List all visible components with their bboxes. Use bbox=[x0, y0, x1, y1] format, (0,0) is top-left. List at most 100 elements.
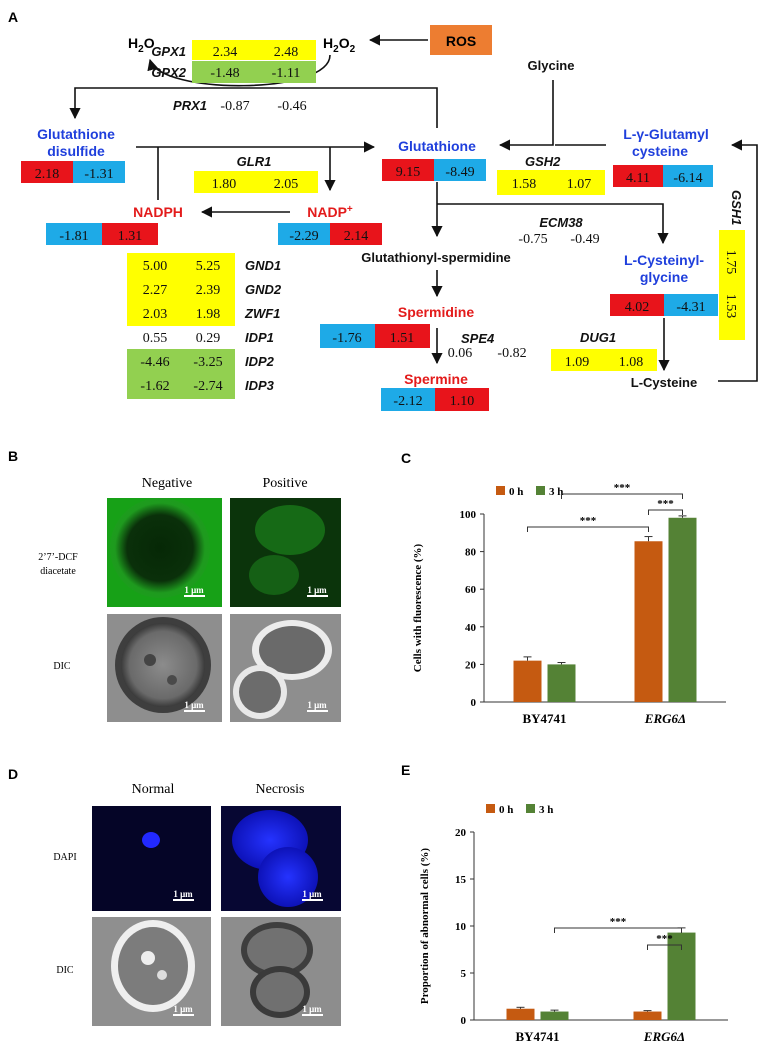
y-tick-label: 60 bbox=[465, 584, 477, 596]
x-tick-label: BY4741 bbox=[515, 1029, 559, 1044]
chart-c: 0 20 40 60 80 100 Cells with fluorescence (%) B… bbox=[412, 482, 726, 726]
y-axis-label: Proportion of abnormal cells (%) bbox=[419, 848, 431, 1005]
y-tick-label: 40 bbox=[465, 622, 477, 634]
gpx1-box bbox=[192, 40, 316, 60]
bar bbox=[634, 541, 663, 702]
col-positive-label: Positive bbox=[262, 476, 307, 491]
cysteine-label: L-Cysteine bbox=[631, 375, 697, 390]
bar bbox=[668, 517, 697, 702]
scale-bar-label: 1 μm bbox=[302, 1004, 322, 1014]
h2o-label: H2O bbox=[128, 35, 155, 55]
nadp-label: NADP+ bbox=[307, 204, 353, 220]
y-tick-label: 80 bbox=[465, 547, 477, 559]
nadp-v1: -2.29 bbox=[289, 229, 318, 244]
idp3-gene: IDP3 bbox=[245, 378, 275, 393]
glucys-v1: 4.11 bbox=[626, 171, 650, 186]
gnd1-gene: GND1 bbox=[245, 258, 281, 273]
gnd2-v2: 2.39 bbox=[196, 283, 221, 298]
legend-swatch bbox=[486, 804, 495, 813]
gpx1-v1: 2.34 bbox=[213, 45, 238, 60]
legend-label: 3 h bbox=[539, 804, 553, 816]
prx1-gene: PRX1 bbox=[173, 98, 207, 113]
idp1-v1: 0.55 bbox=[143, 331, 168, 346]
zwf1-gene: ZWF1 bbox=[244, 306, 280, 321]
panel-e-label: E bbox=[401, 762, 410, 778]
row-dic-label: DIC bbox=[53, 661, 71, 672]
significance-stars: *** bbox=[580, 515, 597, 527]
gsh2-gene: GSH2 bbox=[525, 154, 561, 169]
dug1-v1: 1.09 bbox=[565, 355, 590, 370]
gnd1-v2: 5.25 bbox=[196, 259, 221, 274]
col-normal-label: Normal bbox=[132, 782, 175, 797]
gsh2-v2: 1.07 bbox=[567, 177, 592, 192]
idp1-gene: IDP1 bbox=[245, 330, 274, 345]
idp3-v2: -2.74 bbox=[193, 379, 222, 394]
gsh1-v2: 1.53 bbox=[723, 294, 738, 319]
glr1-gene: GLR1 bbox=[237, 154, 272, 169]
glr1-v1: 1.80 bbox=[212, 177, 237, 192]
micrograph-dapi-normal: 1 μm bbox=[92, 806, 211, 911]
legend-swatch bbox=[496, 486, 505, 495]
y-tick-label: 100 bbox=[460, 509, 477, 521]
scale-bar-label: 1 μm bbox=[184, 700, 204, 710]
bar bbox=[633, 1011, 662, 1020]
micrograph-dic-negative: 1 μm bbox=[107, 614, 222, 722]
idp3-v1: -1.62 bbox=[140, 379, 169, 394]
glucys-v2: -6.14 bbox=[673, 171, 702, 186]
gpx1-gene: GPX1 bbox=[151, 44, 186, 59]
y-tick-label: 15 bbox=[455, 874, 467, 886]
gpx-curve-arrow bbox=[147, 54, 331, 87]
bar bbox=[540, 1011, 569, 1020]
cysteine-to-glucys-arrow bbox=[718, 139, 758, 382]
gpx2-v2: -1.11 bbox=[272, 66, 301, 81]
nadph-box-0h bbox=[46, 223, 102, 245]
x-tick-label: BY4741 bbox=[522, 711, 566, 726]
spermidine-v1: -1.76 bbox=[332, 331, 361, 346]
nadph-label: NADPH bbox=[133, 204, 183, 220]
micrograph-dic-necrosis: 1 μm bbox=[221, 917, 341, 1026]
ecm38-gene: ECM38 bbox=[539, 215, 583, 230]
gnd2-gene: GND2 bbox=[245, 282, 282, 297]
gnd2-v1: 2.27 bbox=[143, 283, 168, 298]
gsh-box-0h bbox=[382, 159, 434, 181]
gssg-box-0h bbox=[21, 161, 73, 183]
micrograph-dic-normal: 1 μm bbox=[92, 917, 211, 1026]
glucys-box-3h bbox=[663, 165, 713, 187]
y-tick-label: 5 bbox=[461, 968, 467, 980]
legend-label: 0 h bbox=[509, 486, 523, 498]
significance-bracket bbox=[527, 526, 649, 532]
idp1-v2: 0.29 bbox=[196, 331, 221, 346]
col-necrosis-label: Necrosis bbox=[256, 782, 305, 797]
legend-swatch bbox=[536, 486, 545, 495]
dug1-v2: 1.08 bbox=[619, 355, 644, 370]
gsh1-gene: GSH1 bbox=[729, 190, 744, 225]
significance-stars: *** bbox=[657, 498, 674, 510]
gsh-v2: -8.49 bbox=[445, 165, 474, 180]
glycine-arrow bbox=[498, 80, 554, 151]
prx1-v2: -0.46 bbox=[277, 99, 306, 114]
significance-stars: *** bbox=[656, 933, 673, 945]
idp2-gene: IDP2 bbox=[245, 354, 275, 369]
y-tick-label: 0 bbox=[461, 1015, 467, 1027]
y-tick-label: 10 bbox=[455, 921, 467, 933]
nadph-v2: 1.31 bbox=[118, 229, 143, 244]
micrograph-dcf-positive: 1 μm bbox=[230, 498, 341, 607]
bar bbox=[547, 664, 576, 702]
gsh-box-3h bbox=[434, 159, 486, 181]
panel-b-label: B bbox=[8, 448, 18, 464]
cysgly-box-0h bbox=[610, 294, 664, 316]
row-dcf-label-1: 2’7’-DCF bbox=[38, 552, 78, 563]
gssg-box-3h bbox=[73, 161, 125, 183]
significance-bracket bbox=[561, 493, 683, 499]
gssg-label-2: disulfide bbox=[47, 143, 105, 159]
legend-swatch bbox=[526, 804, 535, 813]
significance-bracket bbox=[554, 927, 682, 933]
ros-label: ROS bbox=[446, 33, 476, 49]
scale-bar-label: 1 μm bbox=[184, 585, 204, 595]
gpx2-v1: -1.48 bbox=[210, 66, 239, 81]
ecm38-v2: -0.49 bbox=[570, 232, 599, 247]
cysgly-label-1: L-Cysteinyl- bbox=[624, 252, 704, 268]
micrograph-dic-positive: 1 μm bbox=[230, 614, 341, 722]
spermidine-label: Spermidine bbox=[398, 304, 474, 320]
row-dcf-label-2: diacetate bbox=[40, 566, 76, 577]
